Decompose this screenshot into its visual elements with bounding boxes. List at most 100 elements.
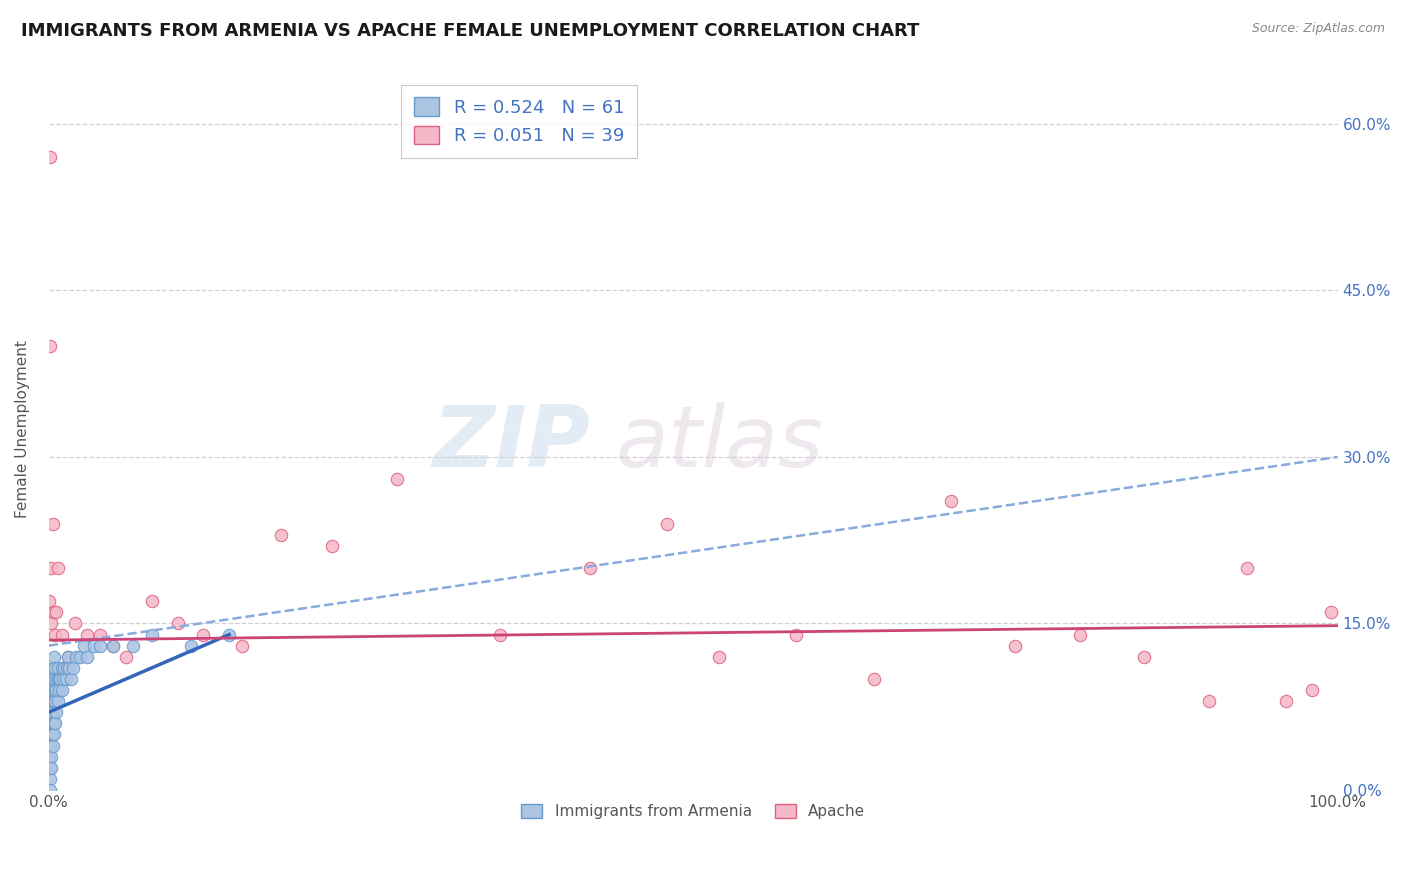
Point	[45, 605, 67, 619]
Point	[48, 683, 70, 698]
Point	[39, 716, 62, 731]
Point	[45, 683, 67, 698]
Point	[56, 661, 79, 675]
Text: Source: ZipAtlas.com: Source: ZipAtlas.com	[1251, 22, 1385, 36]
Point	[321, 539, 343, 553]
Point	[42, 649, 65, 664]
Point	[141, 594, 163, 608]
Point	[51, 627, 73, 641]
Text: atlas: atlas	[616, 402, 824, 485]
Y-axis label: Female Unemployment: Female Unemployment	[15, 340, 30, 518]
Point	[44, 627, 66, 641]
Point	[1198, 694, 1220, 708]
Legend: Immigrants from Armenia, Apache: Immigrants from Armenia, Apache	[515, 798, 872, 826]
Text: IMMIGRANTS FROM ARMENIA VS APACHE FEMALE UNEMPLOYMENT CORRELATION CHART: IMMIGRANTS FROM ARMENIA VS APACHE FEMALE…	[21, 22, 920, 40]
Point	[41, 716, 63, 731]
Point	[1320, 605, 1343, 619]
Point	[39, 694, 62, 708]
Point	[51, 661, 73, 675]
Point	[38, 727, 60, 741]
Point	[166, 616, 188, 631]
Point	[1275, 694, 1298, 708]
Point	[41, 561, 63, 575]
Point	[42, 727, 65, 741]
Point	[41, 705, 63, 719]
Point	[89, 639, 111, 653]
Point	[42, 694, 65, 708]
Point	[270, 527, 292, 541]
Point	[39, 772, 62, 786]
Point	[39, 739, 62, 753]
Point	[44, 661, 66, 675]
Point	[41, 516, 63, 531]
Point	[141, 627, 163, 641]
Point	[1236, 561, 1258, 575]
Point	[65, 649, 87, 664]
Point	[63, 616, 86, 631]
Point	[39, 761, 62, 775]
Point	[862, 672, 884, 686]
Point	[53, 661, 76, 675]
Point	[49, 672, 72, 686]
Point	[939, 494, 962, 508]
Point	[785, 627, 807, 641]
Point	[41, 749, 63, 764]
Point	[44, 716, 66, 731]
Point	[1301, 683, 1323, 698]
Point	[72, 639, 94, 653]
Point	[46, 672, 69, 686]
Point	[41, 727, 63, 741]
Point	[76, 627, 98, 641]
Point	[44, 683, 66, 698]
Point	[41, 616, 63, 631]
Point	[41, 739, 63, 753]
Point	[103, 639, 125, 653]
Point	[56, 649, 79, 664]
Point	[83, 639, 105, 653]
Point	[41, 727, 63, 741]
Point	[51, 683, 73, 698]
Point	[44, 694, 66, 708]
Point	[41, 694, 63, 708]
Point	[59, 672, 82, 686]
Point	[1133, 649, 1156, 664]
Point	[1004, 639, 1026, 653]
Point	[41, 661, 63, 675]
Point	[39, 339, 62, 353]
Point	[39, 783, 62, 797]
Point	[218, 627, 240, 641]
Point	[42, 672, 65, 686]
Point	[193, 627, 215, 641]
Point	[115, 649, 138, 664]
Point	[69, 649, 91, 664]
Point	[62, 661, 84, 675]
Point	[46, 661, 69, 675]
Point	[103, 639, 125, 653]
Point	[41, 683, 63, 698]
Point	[41, 672, 63, 686]
Point	[657, 516, 679, 531]
Point	[385, 472, 408, 486]
Point	[56, 649, 79, 664]
Point	[38, 594, 60, 608]
Point	[89, 627, 111, 641]
Point	[38, 749, 60, 764]
Point	[46, 561, 69, 575]
Point	[58, 661, 80, 675]
Text: ZIP: ZIP	[433, 402, 591, 485]
Point	[489, 627, 512, 641]
Point	[55, 672, 77, 686]
Point	[41, 705, 63, 719]
Point	[42, 716, 65, 731]
Point	[41, 683, 63, 698]
Point	[45, 672, 67, 686]
Point	[180, 639, 202, 653]
Point	[48, 672, 70, 686]
Point	[231, 639, 253, 653]
Point	[707, 649, 730, 664]
Point	[1069, 627, 1091, 641]
Point	[579, 561, 602, 575]
Point	[42, 605, 65, 619]
Point	[76, 649, 98, 664]
Point	[121, 639, 143, 653]
